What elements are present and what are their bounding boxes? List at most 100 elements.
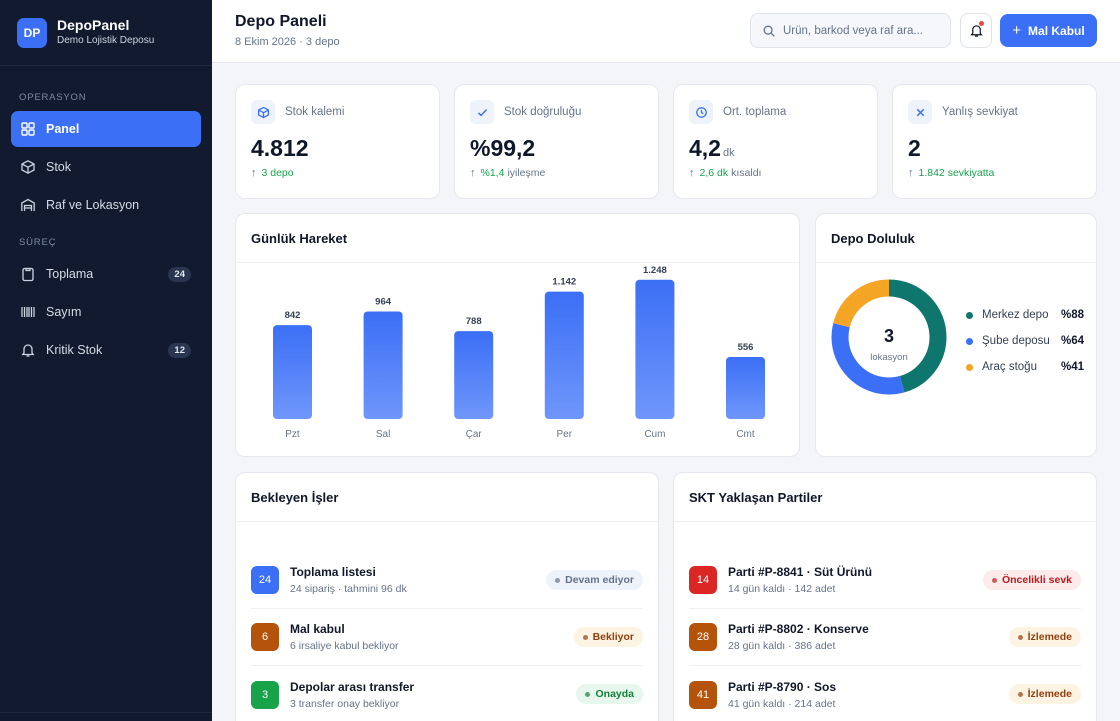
kpi-label: Ort. toplama (723, 106, 787, 118)
status-badge: İzlemede (1008, 684, 1081, 704)
kpi-label: Stok doğruluğu (504, 106, 582, 118)
bar-value-label: 788 (466, 316, 482, 327)
sidebar-item-stock[interactable]: Stok (11, 149, 201, 185)
arrow-up-icon: ↑ (470, 167, 476, 179)
bar-Pzt (273, 325, 312, 419)
x-tick-label: Per (557, 429, 573, 440)
donut-segment-1 (831, 279, 947, 395)
warehouse-icon (21, 198, 35, 211)
x-tick-label: Cum (644, 429, 665, 440)
kpi-label: Yanlış sevkiyat (942, 106, 1018, 118)
sidebar: DP DepoPanel Demo Lojistik Deposu OPERAS… (0, 0, 212, 721)
sidebar-item-critical-stock[interactable]: Kritik Stok 12 (11, 332, 201, 368)
page-subtitle: 8 Ekim 2026 · 3 depo (235, 36, 340, 48)
sidebar-item-panel[interactable]: Panel (11, 111, 201, 147)
x-tick-label: Cmt (736, 429, 755, 440)
sidebar-item-label: Panel (46, 122, 80, 136)
kpi-card-wrong-shipments: Yanlış sevkiyat 2 ↑ 1.842 sevkiyatta (892, 84, 1097, 199)
list-item[interactable]: 3 Depolar arası transfer 3 transfer onay … (251, 666, 643, 721)
occupancy-donut-chart: 3 lokasyon (831, 279, 947, 395)
days-left-badge: 28 (689, 623, 717, 651)
bar-value-label: 964 (375, 296, 392, 307)
bar-value-label: 842 (285, 310, 301, 321)
occupancy-title: Depo Doluluk (831, 231, 915, 246)
kpi-value: %99,2 (470, 135, 536, 161)
kpi-delta: ↑ %1,4 iyileşme (470, 167, 546, 179)
box-icon (257, 106, 269, 118)
sidebar-item-label: Raf ve Lokasyon (46, 198, 140, 212)
kpi-value: 4.812 (251, 135, 309, 161)
bar-Cmt (726, 356, 765, 419)
picking-count-badge: 24 (168, 267, 191, 282)
search-box[interactable] (750, 13, 951, 48)
days-left-badge: 14 (689, 566, 717, 594)
bar-value-label: 556 (738, 342, 754, 353)
clock-icon (695, 106, 707, 118)
grid-icon (21, 122, 35, 136)
nav-section-process: SÜREÇ (19, 237, 57, 248)
donut-center-label: lokasyon (870, 352, 908, 363)
notification-dot (979, 21, 984, 26)
kpi-card-avg-picking: Ort. toplama 4,2 dk ↑ 2,6 dk kısaldı (673, 84, 878, 199)
brand-subtitle: Demo Lojistik Deposu (57, 35, 155, 46)
kpi-card-stock-accuracy: Stok doğruluğu %99,2 ↑ %1,4 iyileşme (454, 84, 659, 199)
bar-Çar (454, 331, 494, 419)
notifications-button[interactable] (960, 13, 992, 48)
legend-item: Merkez depo %88 (966, 302, 1084, 328)
check-icon (477, 108, 487, 116)
x-tick-label: Çar (466, 429, 483, 440)
daily-movement-card: Günlük Hareket 842 Pzt 964 Sal 788 Çar 1.142 Pe… (235, 213, 800, 457)
list-item[interactable]: 24 Toplama listesi 24 sipariş · tahmini 9… (251, 552, 643, 609)
expiring-batches-card: SKT Yaklaşan Partiler 14 Parti #P-8841 ·… (673, 472, 1097, 721)
critical-stock-count-badge: 12 (168, 343, 191, 358)
kpi-delta: ↑ 3 depo (251, 167, 294, 179)
list-item[interactable]: 41 Parti #P-8790 · Sos 41 gün kaldı · 214… (689, 666, 1081, 721)
pending-jobs-title: Bekleyen İşler (251, 490, 339, 505)
list-item[interactable]: 6 Mal kabul 6 irsaliye kabul bekliyor Bek… (251, 609, 643, 666)
sidebar-item-picking[interactable]: Toplama 24 (11, 256, 201, 292)
job-count-badge: 24 (251, 566, 279, 594)
page-title: Depo Paneli (235, 13, 327, 30)
bar-value-label: 1.248 (643, 265, 667, 276)
list-item[interactable]: 14 Parti #P-8841 · Süt Ürünü 14 gün kaldı… (689, 552, 1081, 609)
barcode-icon (21, 307, 35, 317)
plus-icon: + (1012, 22, 1022, 39)
status-badge: Onayda (576, 684, 643, 704)
kpi-value: 2 (908, 135, 921, 161)
status-badge: Bekliyor (573, 627, 643, 647)
job-count-badge: 6 (251, 623, 279, 651)
bar-Sal (363, 311, 403, 419)
legend-item: Araç stoğu %41 (966, 354, 1084, 380)
goods-receipt-button[interactable]: + Mal Kabul (1000, 14, 1097, 47)
donut-segment-2 (831, 279, 947, 395)
expiring-batches-title: SKT Yaklaşan Partiler (689, 490, 823, 505)
status-badge: Öncelikli sevk (982, 570, 1081, 590)
pending-jobs-card: Bekleyen İşler 24 Toplama listesi 24 sipa… (235, 472, 659, 721)
sidebar-item-label: Stok (46, 160, 72, 174)
sidebar-item-count[interactable]: Sayım (11, 294, 201, 330)
nav-section-operations: OPERASYON (19, 92, 87, 103)
arrow-up-icon: ↑ (251, 167, 257, 179)
arrow-up-icon: ↑ (908, 167, 914, 179)
daily-movement-chart: 842 Pzt 964 Sal 788 Çar 1.142 Per 1.248 Cum 556 Cmt (273, 265, 765, 440)
x-tick-label: Pzt (285, 429, 300, 440)
brand[interactable]: DP DepoPanel Demo Lojistik Deposu (0, 0, 212, 66)
bar-value-label: 1.142 (552, 277, 576, 288)
bar-Per (544, 291, 584, 419)
sidebar-item-shelf-location[interactable]: Raf ve Lokasyon (11, 187, 201, 223)
legend-item: Şube deposu %64 (966, 328, 1084, 354)
legend-swatch (966, 337, 973, 345)
clipboard-icon (22, 267, 34, 282)
box-icon (21, 160, 35, 174)
sidebar-item-label: Sayım (46, 305, 82, 319)
list-item[interactable]: 28 Parti #P-8802 · Konserve 28 gün kaldı … (689, 609, 1081, 666)
daily-movement-title: Günlük Hareket (251, 231, 348, 246)
search-input[interactable] (783, 24, 943, 37)
status-badge: İzlemede (1008, 627, 1081, 647)
x-icon (916, 108, 924, 116)
occupancy-legend: Merkez depo %88 Şube deposu %64 Araç sto… (966, 302, 1084, 380)
goods-receipt-label: Mal Kabul (1028, 23, 1085, 38)
status-badge: Devam ediyor (546, 570, 643, 590)
bell-icon (969, 25, 983, 37)
kpi-label: Stok kalemi (285, 106, 345, 118)
